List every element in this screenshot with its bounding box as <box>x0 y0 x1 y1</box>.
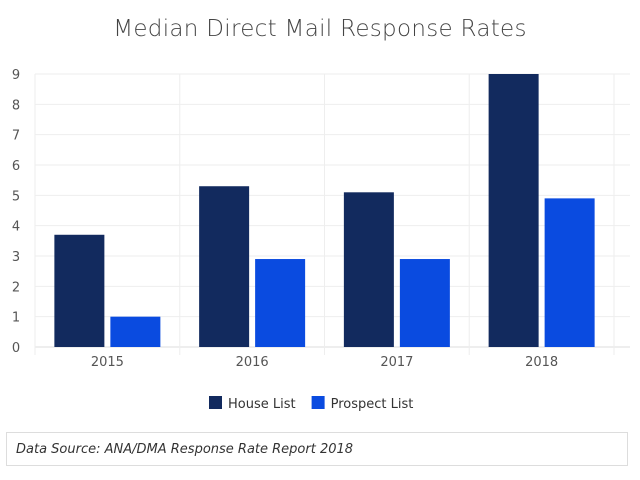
legend-swatch <box>311 396 325 409</box>
y-tick-label: 2 <box>12 280 20 295</box>
x-tick-label: 2016 <box>236 355 269 370</box>
bar-house-list-2018 <box>488 74 539 347</box>
bar-prospect-list-2015 <box>110 316 161 347</box>
y-tick-label: 8 <box>12 98 20 113</box>
bar-prospect-list-2017 <box>399 259 450 347</box>
legend-label: Prospect List <box>331 397 414 412</box>
y-tick-label: 5 <box>12 189 20 204</box>
chart-title: Median Direct Mail Response Rates <box>113 16 527 42</box>
x-tick-label: 2018 <box>525 355 558 370</box>
bar-house-list-2016 <box>199 186 250 347</box>
x-tick-label: 2017 <box>380 355 413 370</box>
data-source-text: Data Source: ANA/DMA Response Rate Repor… <box>16 442 354 457</box>
bar-chart: 0 1 2 3 4 5 6 7 8 9 2015 2016 2017 2018 House List Pros… <box>12 68 630 412</box>
y-tick-label: 7 <box>12 129 20 144</box>
y-tick-label: 6 <box>12 159 20 174</box>
y-tick-label: 3 <box>12 250 20 265</box>
y-tick-label: 1 <box>12 311 20 326</box>
y-tick-label: 9 <box>12 68 20 83</box>
y-tick-label: 4 <box>12 220 20 235</box>
bar-prospect-list-2016 <box>255 259 306 347</box>
y-tick-label: 0 <box>12 341 20 356</box>
bar-house-list-2017 <box>343 192 394 347</box>
x-tick-label: 2015 <box>91 355 124 370</box>
bar-prospect-list-2018 <box>544 198 595 347</box>
data-source-box: Data Source: ANA/DMA Response Rate Repor… <box>6 432 628 466</box>
bar-house-list-2015 <box>54 234 105 347</box>
legend-label: House List <box>228 397 296 412</box>
legend-swatch <box>209 396 222 409</box>
